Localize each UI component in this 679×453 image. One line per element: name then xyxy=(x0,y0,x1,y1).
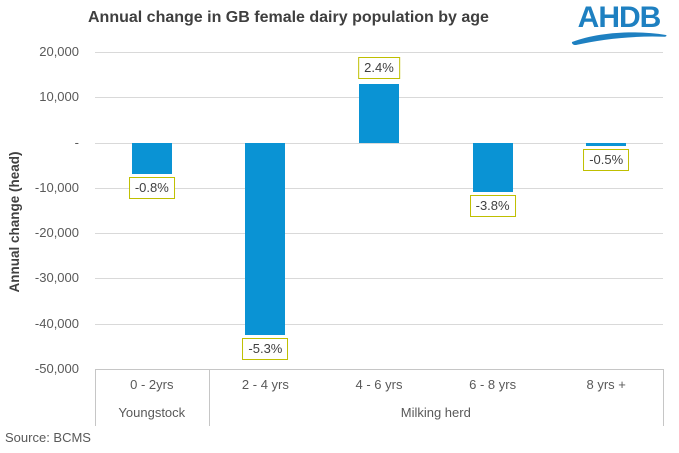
category-label: 8 yrs + xyxy=(586,377,626,392)
chart-title: Annual change in GB female dairy populat… xyxy=(88,9,489,26)
category-label: 0 - 2yrs xyxy=(130,377,174,392)
gridline--10000 xyxy=(95,187,663,189)
bar-6 - 8 yrs xyxy=(472,142,513,193)
axis-separator xyxy=(95,369,96,426)
gridline-20000 xyxy=(95,52,663,53)
data-label-8 yrs +: -0.5% xyxy=(583,149,630,172)
axis-separator xyxy=(208,369,210,426)
ahdb-logo: AHDB xyxy=(570,3,668,46)
y-tick-label: 10,000 xyxy=(39,89,79,105)
y-axis-title: Annual change (head) xyxy=(7,151,22,293)
group-label-Milking herd: Milking herd xyxy=(400,405,471,420)
bar-0 - 2yrs xyxy=(131,142,172,175)
group-label-Youngstock: Youngstock xyxy=(118,405,186,420)
category-label: 6 - 8 yrs xyxy=(469,377,517,392)
category-label: 2 - 4 yrs xyxy=(241,377,289,392)
source-note: Source: BCMS xyxy=(5,430,91,445)
axis-separator xyxy=(663,369,664,426)
data-label-0 - 2yrs: -0.8% xyxy=(128,177,175,200)
ahdb-logo-swoosh-icon xyxy=(571,32,667,46)
y-tick-label: -10,000 xyxy=(34,179,79,195)
gridline--20000 xyxy=(95,233,663,235)
gridline--30000 xyxy=(95,278,663,280)
gridline-0 xyxy=(95,142,663,144)
bar-4 - 6 yrs xyxy=(359,83,399,143)
y-tick-label: -20,000 xyxy=(34,225,79,241)
y-tick-label: -50,000 xyxy=(34,361,79,376)
bar-2 - 4 yrs xyxy=(245,142,286,336)
y-tick-label: - xyxy=(74,134,79,150)
ahdb-logo-text: AHDB xyxy=(577,1,662,34)
bar-8 yrs + xyxy=(586,142,627,147)
data-label-2 - 4 yrs: -5.3% xyxy=(242,338,289,361)
gridline--40000 xyxy=(95,323,663,325)
data-label-4 - 6 yrs: 2.4% xyxy=(358,56,400,79)
category-label: 4 - 6 yrs xyxy=(355,377,403,392)
y-tick-label: -40,000 xyxy=(34,315,79,331)
data-label-6 - 8 yrs: -3.8% xyxy=(469,195,516,218)
y-tick-label: 20,000 xyxy=(39,44,79,59)
gridline--50000 xyxy=(95,369,663,370)
y-tick-label: -30,000 xyxy=(34,270,79,286)
